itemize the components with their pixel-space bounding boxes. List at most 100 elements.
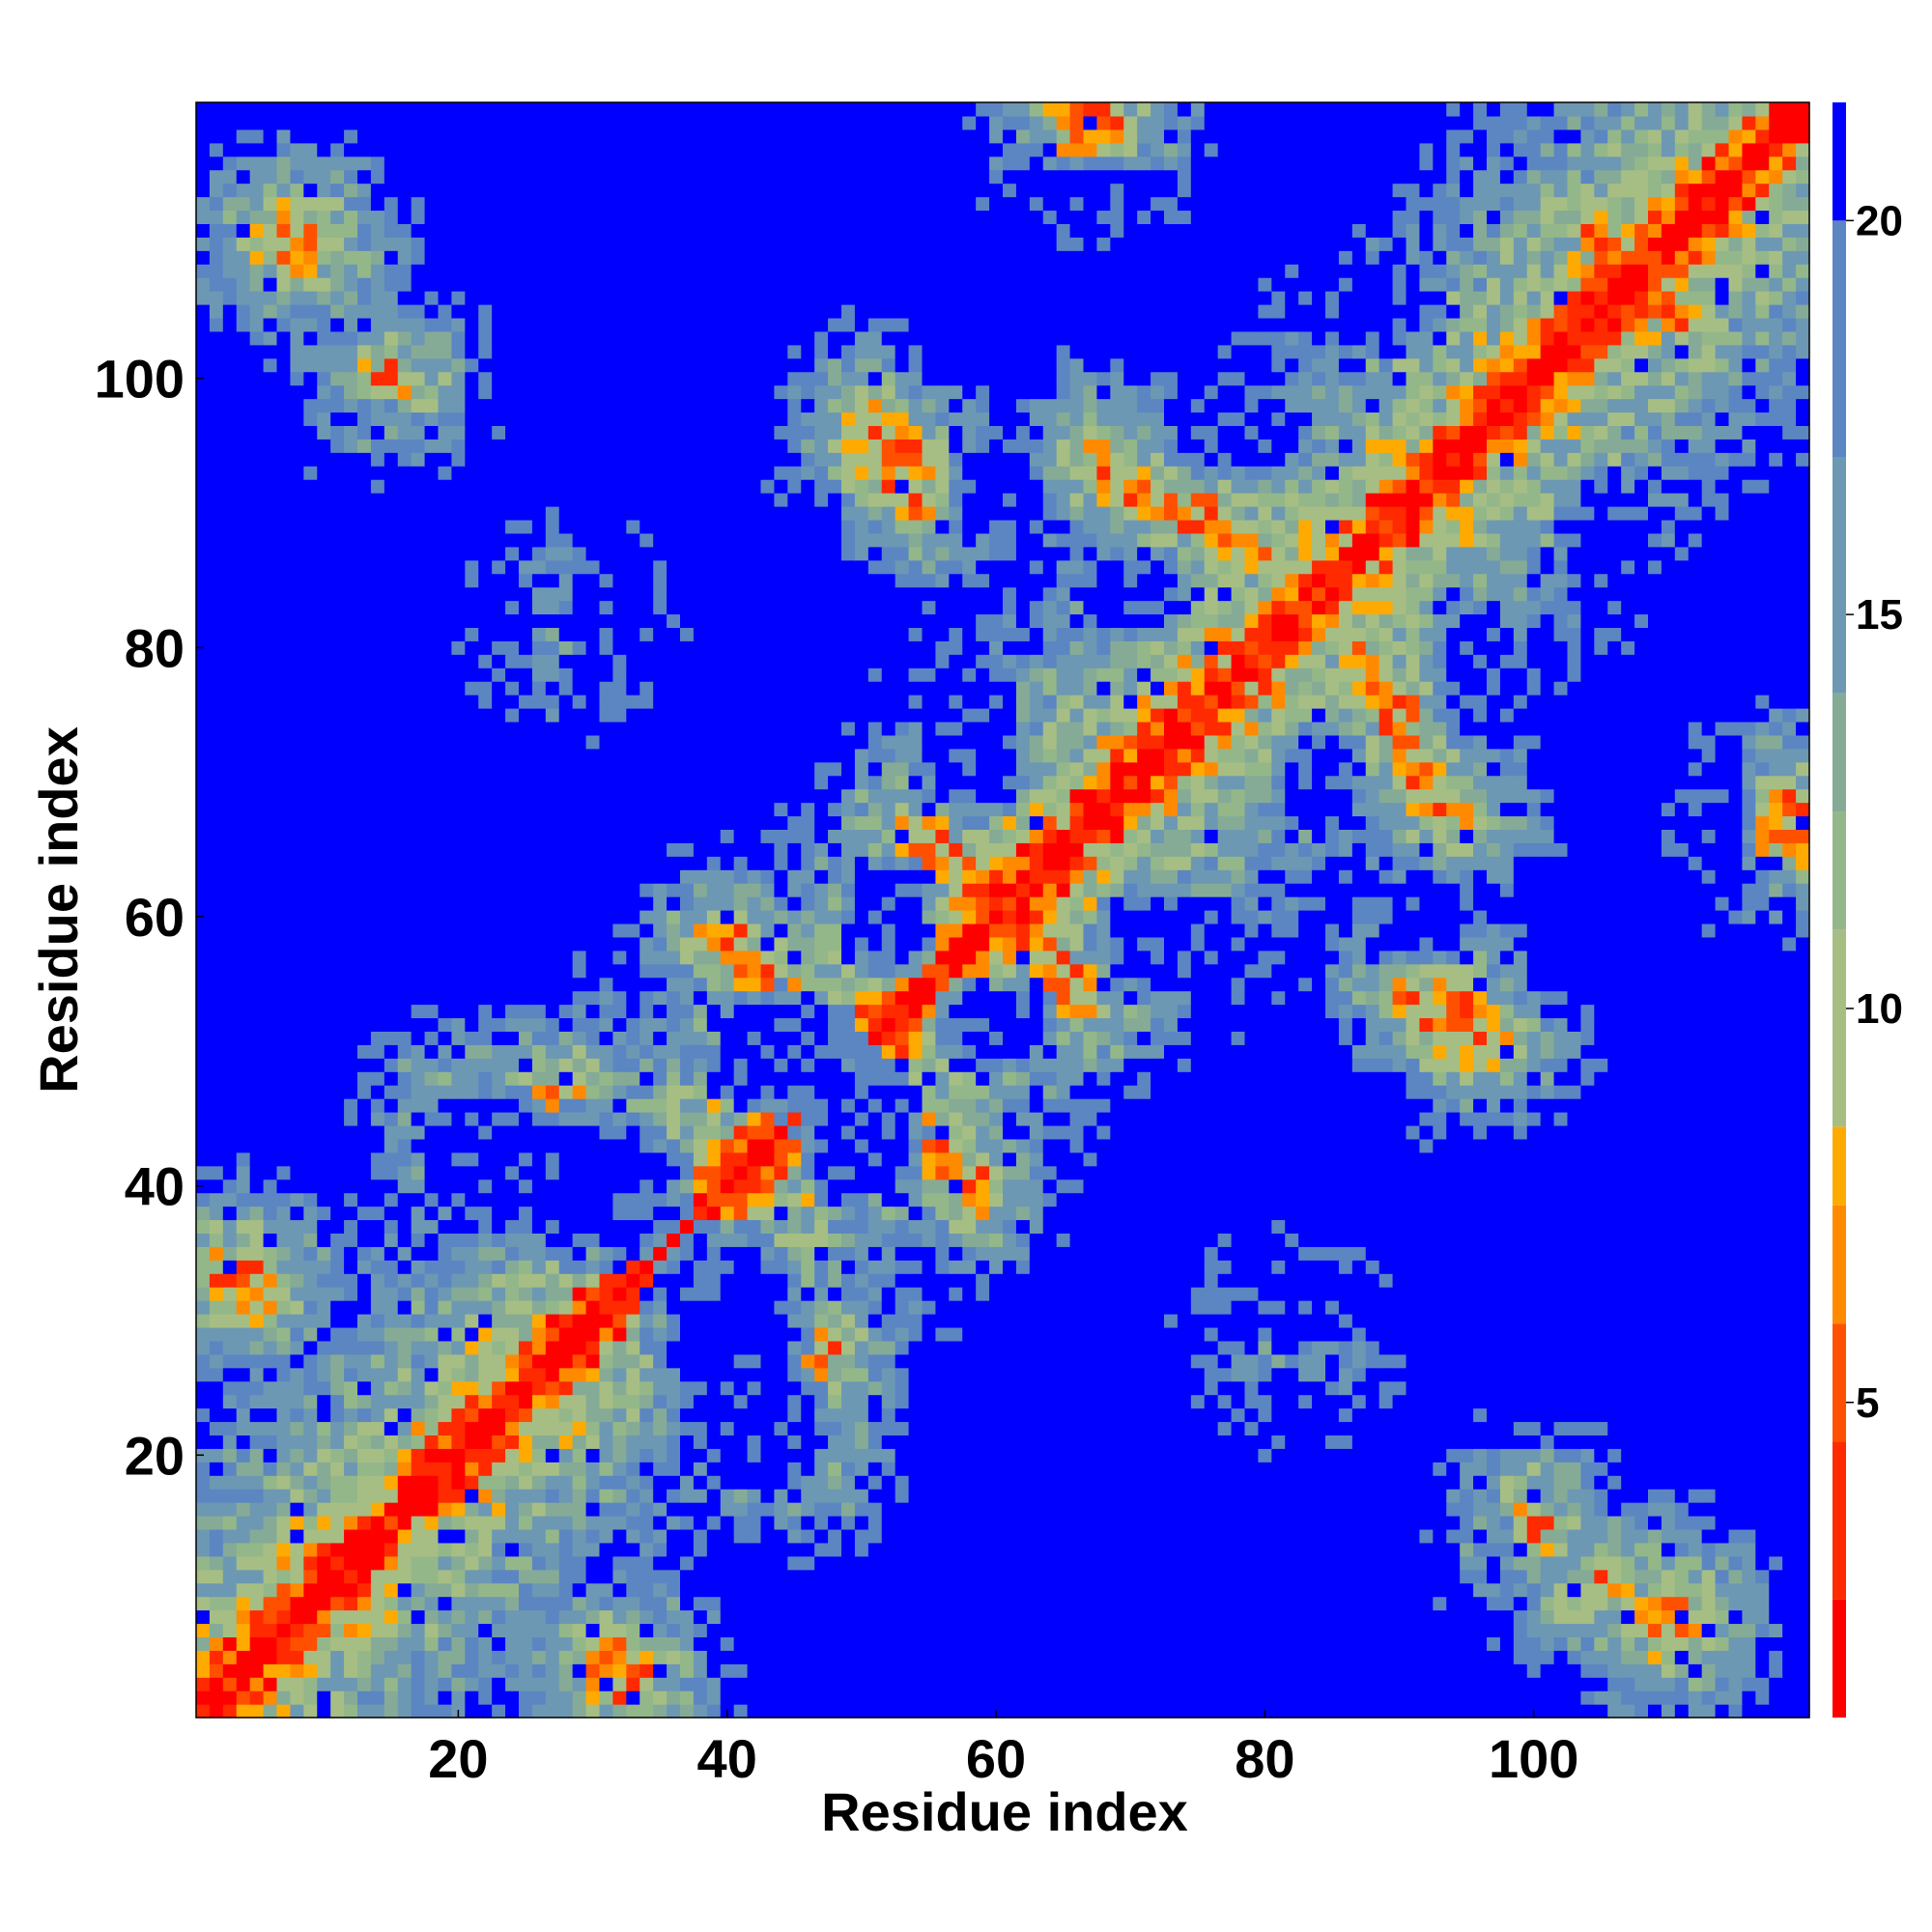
heatmap-cell <box>384 1353 399 1369</box>
heatmap-cell <box>653 1528 668 1544</box>
heatmap-cell <box>558 1421 574 1435</box>
heatmap-cell <box>881 1287 896 1301</box>
heatmap-cell <box>1298 1314 1313 1328</box>
heatmap-cell <box>1003 1462 1017 1476</box>
heatmap-cell <box>317 1677 331 1691</box>
heatmap-cell <box>209 1151 224 1167</box>
heatmap-cell <box>276 1462 292 1476</box>
heatmap-cell <box>1755 1407 1770 1423</box>
heatmap-cell <box>1755 1555 1770 1571</box>
heatmap-cell <box>1580 1314 1595 1328</box>
heatmap-cell <box>330 1246 345 1261</box>
heatmap-cell <box>531 1650 547 1664</box>
heatmap-cell <box>1123 1300 1138 1315</box>
heatmap-cell <box>1110 1462 1124 1476</box>
heatmap-cell <box>1392 1394 1407 1409</box>
heatmap-cell <box>492 1314 506 1328</box>
heatmap-cell <box>1460 1582 1474 1598</box>
heatmap-cell <box>1621 1650 1635 1664</box>
heatmap-cell <box>1446 1489 1461 1503</box>
heatmap-cell <box>1433 1300 1447 1315</box>
heatmap-cell <box>693 1165 708 1180</box>
heatmap-cell <box>867 1300 883 1315</box>
heatmap-cell <box>222 1367 238 1382</box>
heatmap-cell <box>1487 1246 1501 1261</box>
heatmap-cell <box>1137 1206 1151 1221</box>
heatmap-cell <box>545 1690 560 1705</box>
heatmap-cell <box>558 1663 574 1678</box>
heatmap-cell <box>1015 1502 1031 1517</box>
heatmap-cell <box>653 1394 668 1409</box>
heatmap-cell <box>585 1555 601 1571</box>
heatmap-cell <box>1796 1516 1810 1530</box>
heatmap-cell <box>1083 1273 1098 1288</box>
heatmap-cell <box>867 1448 883 1463</box>
heatmap-cell <box>1325 1663 1340 1678</box>
heatmap-cell <box>895 1690 910 1705</box>
heatmap-cell <box>1015 1636 1031 1651</box>
heatmap-cell <box>989 1421 1004 1435</box>
heatmap-cell <box>1580 1326 1595 1342</box>
heatmap-cell <box>908 1394 923 1409</box>
heatmap-cell <box>572 1609 587 1625</box>
heatmap-cell <box>465 1528 479 1544</box>
heatmap-cell <box>706 1435 722 1449</box>
heatmap-cell <box>1351 1448 1367 1463</box>
heatmap-cell <box>1069 1326 1085 1342</box>
heatmap-cell <box>841 1179 856 1194</box>
heatmap-cell <box>1042 1596 1058 1611</box>
heatmap-cell <box>1231 1582 1246 1598</box>
heatmap-cell <box>1083 1448 1098 1463</box>
heatmap-cell <box>841 1421 856 1435</box>
heatmap-cell <box>680 1314 695 1328</box>
heatmap-cell <box>303 1650 318 1664</box>
heatmap-cell <box>626 1380 640 1396</box>
heatmap-cell <box>949 1489 963 1503</box>
heatmap-cell <box>1755 1233 1770 1247</box>
heatmap-cell <box>1661 1179 1676 1194</box>
heatmap-cell <box>1567 1246 1582 1261</box>
heatmap-cell <box>1419 1407 1434 1423</box>
heatmap-cell <box>949 1542 963 1557</box>
heatmap-cell <box>1325 1165 1340 1180</box>
heatmap-cell <box>1446 1475 1461 1490</box>
heatmap-cell <box>1231 1704 1246 1719</box>
heatmap-cell <box>1621 1569 1635 1584</box>
heatmap-cell <box>196 1353 211 1369</box>
heatmap-cell <box>263 1300 278 1315</box>
heatmap-cell <box>976 1623 990 1637</box>
heatmap-cell <box>1473 1340 1488 1355</box>
heatmap-cell <box>881 1582 896 1598</box>
heatmap-cell <box>1567 1650 1582 1664</box>
heatmap-cell <box>867 1367 883 1382</box>
heatmap-cell <box>881 1596 896 1611</box>
heatmap-cell <box>1621 1246 1635 1261</box>
heatmap-cell <box>330 1273 345 1288</box>
heatmap-cell <box>867 1596 883 1611</box>
heatmap-cell <box>1137 1300 1151 1315</box>
heatmap-cell <box>1312 1353 1326 1369</box>
heatmap-cell <box>397 1179 412 1194</box>
heatmap-cell <box>492 1704 506 1719</box>
heatmap-cell <box>1244 1555 1260 1571</box>
heatmap-cell <box>1648 1300 1662 1315</box>
heatmap-cell <box>1567 1421 1582 1435</box>
heatmap-cell <box>693 1542 708 1557</box>
heatmap-cell <box>236 1260 251 1274</box>
heatmap-cell <box>196 1542 211 1557</box>
heatmap-cell <box>1553 1340 1569 1355</box>
heatmap-cell <box>317 1582 331 1598</box>
heatmap-cell <box>962 1219 977 1234</box>
heatmap-cell <box>1755 1260 1770 1274</box>
heatmap-cell <box>1285 1219 1299 1234</box>
heatmap-cell <box>1594 1407 1608 1423</box>
heatmap-cell <box>330 1233 345 1247</box>
heatmap-cell <box>209 1353 224 1369</box>
heatmap-cell <box>1029 1260 1044 1274</box>
heatmap-cell <box>1782 1353 1797 1369</box>
heatmap-cell <box>1258 1246 1272 1261</box>
heatmap-cell <box>895 1273 910 1288</box>
heatmap-cell <box>1567 1502 1582 1517</box>
heatmap-cell <box>263 1542 278 1557</box>
heatmap-cell <box>1069 1636 1085 1651</box>
